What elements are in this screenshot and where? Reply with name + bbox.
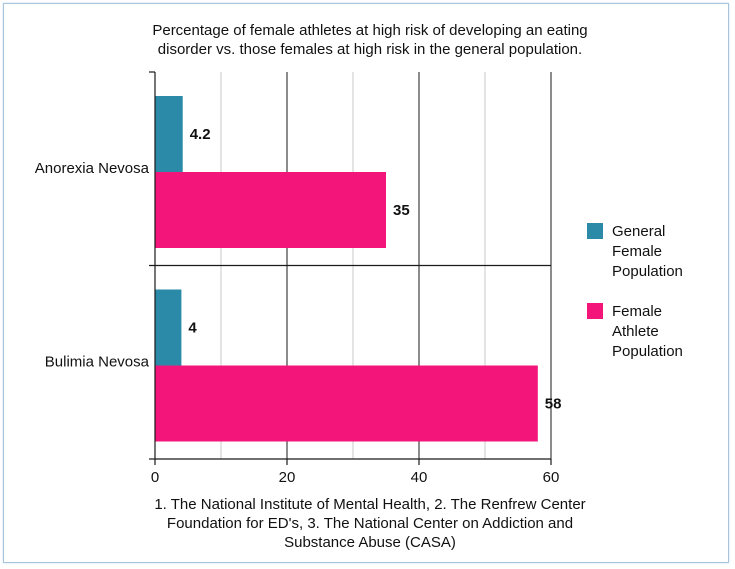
bar (155, 289, 182, 366)
legend-swatch (587, 303, 603, 319)
data-label: 35 (393, 202, 410, 219)
axes: 0 20 40 60 (149, 71, 560, 486)
labels: Anorexia Nevosa 4.2 35 Bulimia Nevosa 4 58 (35, 126, 562, 413)
category-label: Anorexia Nevosa (35, 160, 150, 177)
x-tick-label: 60 (543, 469, 560, 486)
data-label: 4.2 (190, 126, 211, 143)
bar (155, 365, 538, 442)
legend-label: Population (612, 263, 683, 280)
legend-label: Female (612, 303, 662, 320)
category-label: Bulimia Nevosa (45, 353, 150, 370)
x-tick-label: 40 (411, 469, 428, 486)
x-tick-label: 20 (279, 469, 296, 486)
chart-title: Percentage of female athletes at high ri… (152, 22, 587, 58)
legend-label: Female (612, 243, 662, 260)
bar (155, 96, 183, 172)
legend-label: Athlete (612, 323, 659, 340)
data-label: 4 (188, 320, 197, 337)
caption-line: Substance Abuse (CASA) (284, 534, 456, 551)
chart-frame: Percentage of female athletes at high ri… (3, 3, 729, 563)
x-tick-label: 0 (151, 469, 159, 486)
title-line: Percentage of female athletes at high ri… (152, 22, 587, 39)
legend: General Female Population Female Athlete Popu… (587, 223, 683, 360)
caption-line: 1. The National Institute of Mental Heal… (154, 496, 585, 513)
data-label: 58 (545, 396, 562, 413)
chart: Percentage of female athletes at high ri… (35, 22, 683, 551)
title-line: disorder vs. those females at high risk … (158, 41, 582, 58)
bars (155, 96, 538, 442)
caption-line: Foundation for ED's, 3. The National Cen… (167, 515, 573, 532)
source-caption: 1. The National Institute of Mental Heal… (154, 496, 585, 551)
legend-label: General (612, 223, 665, 240)
legend-swatch (587, 223, 603, 239)
legend-label: Population (612, 343, 683, 360)
grid (149, 72, 552, 459)
bar (155, 172, 386, 248)
